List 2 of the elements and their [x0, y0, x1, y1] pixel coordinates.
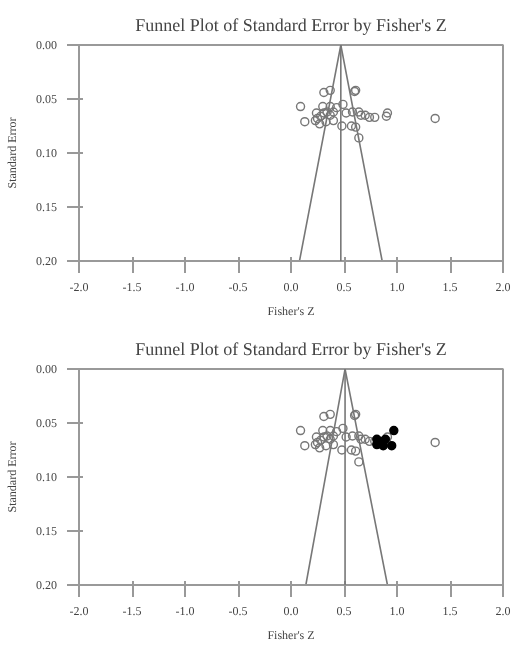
chart-title: Funnel Plot of Standard Error by Fisher's Z [135, 339, 447, 359]
chart-title: Funnel Plot of Standard Error by Fisher's Z [135, 15, 447, 35]
